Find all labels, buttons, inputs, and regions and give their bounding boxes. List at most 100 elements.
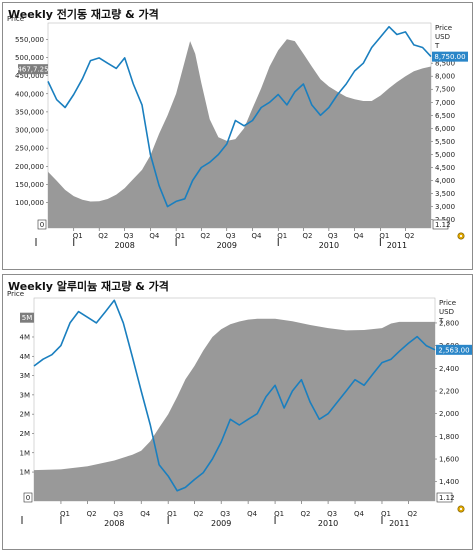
quarter-label: Q1: [167, 510, 177, 518]
quarter-label: Q1: [381, 510, 391, 518]
right-tick-label: 3,000: [435, 203, 455, 211]
quarter-label: Q1: [277, 232, 287, 240]
left-tick-label: 400,000: [15, 90, 44, 98]
right-value-badge-label: 2,563.00: [438, 346, 469, 354]
quarter-label: Q4: [247, 510, 258, 518]
left-value-badge-label: 5M: [22, 314, 33, 322]
aluminium-chart-panel: Weekly 알루미늄 재고량 & 가격 PricePriceUSDT5M4M4…: [2, 274, 473, 550]
aluminium-chart: PricePriceUSDT5M4M4M3M3M2M2M1M1M2,8002,6…: [7, 290, 472, 528]
left-tick-label: 1M: [20, 469, 31, 477]
quarter-label: Q3: [226, 232, 236, 240]
quarter-label: Q4: [140, 510, 151, 518]
quarter-label: Q1: [274, 510, 284, 518]
right-tick-label: 7,500: [435, 86, 455, 94]
quarter-label: Q2: [405, 232, 415, 240]
year-label: 2008: [104, 519, 124, 528]
right-value-badge: [436, 344, 472, 355]
right-bottom-box: [432, 219, 449, 230]
quarter-label: Q2: [194, 510, 204, 518]
quarter-label: Q2: [87, 510, 97, 518]
right-tick-label: 2,200: [439, 387, 459, 395]
right-value-badge-label: 8,750.00: [434, 53, 465, 61]
left-value-badge-label: 467,7.25: [17, 66, 48, 74]
left-tick-label: 350,000: [15, 108, 44, 116]
left-bottom-label: 0: [26, 494, 30, 502]
settings-gear-icon-hole: [459, 234, 463, 238]
price-line: [33, 299, 436, 492]
quarter-label: Q2: [98, 232, 108, 240]
left-tick-label: 4M: [20, 333, 31, 341]
left-tick-label: 4M: [20, 353, 31, 361]
settings-gear-icon-hole: [459, 507, 463, 511]
quarter-label: Q3: [327, 510, 337, 518]
right-tick-label: 6,500: [435, 112, 455, 120]
quarter-label: Q2: [407, 510, 417, 518]
quarter-label: Q4: [354, 510, 365, 518]
right-axis-label: Price: [435, 24, 452, 32]
quarter-label: Q1: [60, 510, 70, 518]
left-bottom-box: [23, 492, 33, 503]
year-label: 2011: [389, 519, 409, 528]
right-axis-label: Price: [439, 299, 456, 307]
right-tick-label: 4,500: [435, 164, 455, 172]
quarter-label: Q3: [113, 510, 123, 518]
quarter-label: Q2: [302, 232, 312, 240]
quarter-label: Q4: [354, 232, 365, 240]
year-label: 2009: [211, 519, 231, 528]
right-tick-label: 5,500: [435, 138, 455, 146]
right-tick-label: 7,000: [435, 99, 455, 107]
left-tick-label: 3M: [20, 372, 31, 380]
right-axis-label: USD: [435, 33, 450, 41]
right-tick-label: 2,800: [439, 319, 459, 327]
left-tick-label: 500,000: [15, 54, 44, 62]
right-tick-label: 5,000: [435, 151, 455, 159]
quarter-label: Q3: [328, 232, 338, 240]
chart-title: Weekly 전기동 재고량 & 가격: [8, 8, 159, 21]
right-axis-label: T: [438, 317, 444, 325]
left-tick-label: 300,000: [15, 127, 44, 135]
price-line: [47, 25, 432, 208]
right-tick-label: 6,000: [435, 125, 455, 133]
left-tick-label: 200,000: [15, 163, 44, 171]
quarter-label: Q1: [379, 232, 389, 240]
left-axis-label: Price: [7, 15, 24, 23]
copper-chart: PricePriceUSDT550,000500,000450,000400,0…: [7, 15, 468, 250]
right-bottom-box: [436, 492, 453, 503]
quarter-label: Q1: [175, 232, 185, 240]
quarter-label: Q3: [124, 232, 134, 240]
right-tick-label: 2,000: [439, 410, 459, 418]
quarter-label: Q2: [300, 510, 310, 518]
right-tick-label: 4,000: [435, 177, 455, 185]
left-tick-label: 2M: [20, 411, 31, 419]
quarter-label: Q4: [149, 232, 160, 240]
inventory-area: [34, 318, 435, 501]
right-tick-label: 3,500: [435, 190, 455, 198]
left-tick-label: 250,000: [15, 145, 44, 153]
left-axis-label: Price: [7, 290, 24, 298]
inventory-area: [48, 39, 431, 228]
right-bottom-label: 1.12: [435, 221, 451, 229]
right-tick-label: 8,000: [435, 73, 455, 81]
right-axis-label: T: [434, 42, 440, 50]
chart-title: Weekly 알루미늄 재고량 & 가격: [8, 280, 169, 293]
year-label: 2008: [114, 241, 134, 250]
quarter-label: Q2: [200, 232, 210, 240]
left-tick-label: 2M: [20, 430, 31, 438]
right-tick-label: 1,800: [439, 433, 459, 441]
year-label: 2010: [318, 519, 338, 528]
left-tick-label: 450,000: [15, 72, 44, 80]
copper-chart-panel: Weekly 전기동 재고량 & 가격 Price Price USD T 550,00…: [2, 2, 473, 270]
right-axis-label: USD: [439, 308, 454, 316]
left-tick-label: 3M: [20, 391, 31, 399]
left-tick-label: 150,000: [15, 181, 44, 189]
left-bottom-box: [37, 219, 47, 230]
left-value-badge: [20, 312, 34, 323]
year-label: 2010: [319, 241, 339, 250]
quarter-label: Q1: [73, 232, 83, 240]
year-label: 2011: [387, 241, 407, 250]
left-tick-label: 550,000: [15, 36, 44, 44]
right-tick-label: 1,400: [439, 478, 459, 486]
quarter-label: Q3: [220, 510, 230, 518]
right-value-badge: [432, 51, 468, 62]
right-tick-label: 2,400: [439, 365, 459, 373]
